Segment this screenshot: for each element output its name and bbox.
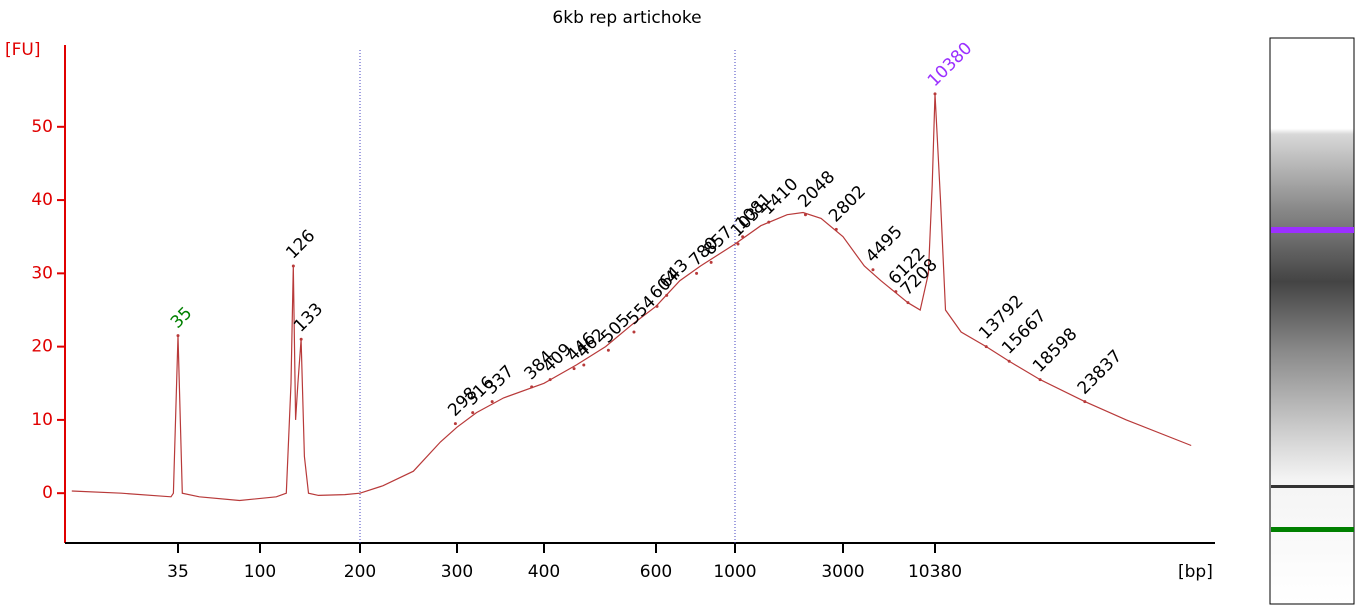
y-axis-label: [FU] xyxy=(5,40,41,60)
x-tick-label: 3000 xyxy=(821,562,864,582)
peak-label: 23837 xyxy=(1074,346,1126,398)
chart-title: 6kb rep artichoke xyxy=(552,8,701,28)
upper-marker-band xyxy=(1271,227,1354,233)
peak-marker xyxy=(655,304,659,308)
peak-marker xyxy=(767,220,771,224)
gel-band xyxy=(1271,485,1354,488)
y-tick-label: 40 xyxy=(31,190,53,210)
peak-marker xyxy=(741,235,745,239)
trace-line xyxy=(71,93,1192,502)
peak-marker xyxy=(582,363,586,367)
peak-marker xyxy=(606,348,610,352)
peak-marker xyxy=(530,385,534,389)
peak-label: 35 xyxy=(167,303,196,332)
y-tick-label: 30 xyxy=(31,263,53,283)
peak-marker xyxy=(471,411,475,415)
peak-label: 10380 xyxy=(924,39,976,91)
x-tick-label: 100 xyxy=(244,562,276,582)
peak-marker xyxy=(695,271,699,275)
peak-marker xyxy=(490,400,494,404)
peak-marker xyxy=(1007,359,1011,363)
peak-marker xyxy=(736,242,740,246)
peak-marker xyxy=(299,337,303,341)
peak-marker xyxy=(834,227,838,231)
x-tick-label: 10380 xyxy=(908,562,962,582)
peak-marker xyxy=(1083,400,1087,404)
peak-marker xyxy=(176,334,180,338)
y-tick-label: 20 xyxy=(31,337,53,357)
x-axis-label: [bp] xyxy=(1178,562,1213,582)
x-tick-label: 35 xyxy=(167,562,189,582)
x-tick-label: 200 xyxy=(344,562,376,582)
peak-marker xyxy=(1038,378,1042,382)
peak-marker xyxy=(894,290,898,294)
peak-marker xyxy=(291,264,295,268)
peak-marker xyxy=(632,330,636,334)
peak-marker xyxy=(984,345,988,349)
peak-marker xyxy=(665,293,669,297)
x-tick-label: 300 xyxy=(441,562,473,582)
gel-background xyxy=(1269,37,1355,605)
peak-label: 126 xyxy=(282,226,319,263)
peak-marker xyxy=(548,378,552,382)
peak-marker xyxy=(709,260,713,264)
y-tick-label: 50 xyxy=(31,117,53,137)
lower-marker-band xyxy=(1271,527,1354,532)
x-tick-label: 400 xyxy=(528,562,560,582)
x-tick-label: 600 xyxy=(640,562,672,582)
peak-marker xyxy=(453,422,457,426)
y-tick-label: 0 xyxy=(42,483,53,503)
peak-marker xyxy=(933,92,937,96)
x-tick-label: 1000 xyxy=(713,562,756,582)
peak-label: 133 xyxy=(290,299,327,336)
y-tick-label: 10 xyxy=(31,410,53,430)
peak-marker xyxy=(906,301,910,305)
peak-marker xyxy=(871,268,875,272)
peak-marker xyxy=(572,367,576,371)
peak-marker xyxy=(803,213,807,217)
gel-lane xyxy=(1269,37,1355,605)
